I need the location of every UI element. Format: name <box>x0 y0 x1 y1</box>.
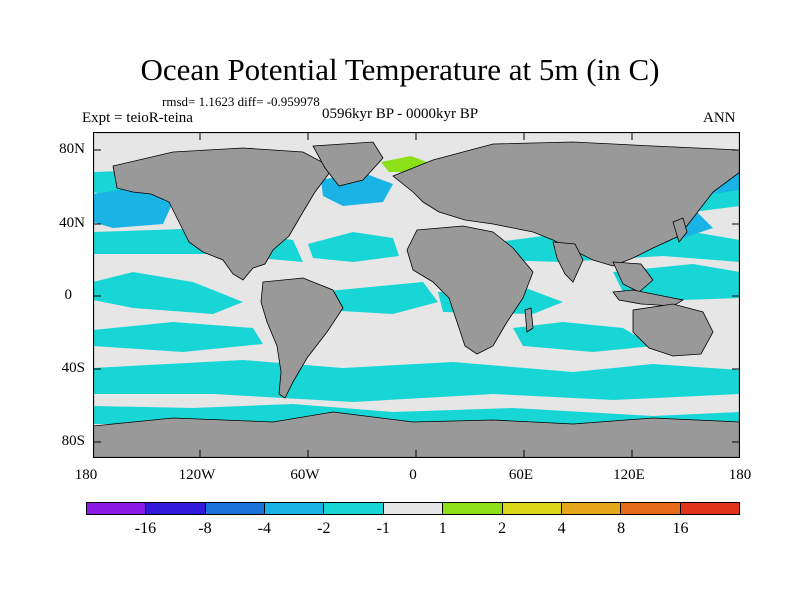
greenland <box>312 141 384 187</box>
japan <box>672 217 688 243</box>
colorbar-label: -4 <box>257 520 272 537</box>
colorbar-swatch <box>146 503 206 514</box>
x-tick-label: 120W <box>178 467 216 483</box>
south-america <box>260 277 344 399</box>
colorbar <box>86 502 740 515</box>
colorbar-label: 1 <box>438 520 447 537</box>
colorbar-label: -8 <box>198 520 212 537</box>
colorbar-label: 16 <box>672 520 689 537</box>
australia <box>632 303 714 357</box>
stats-line: rmsd= 1.1623 diff= -0.959978 <box>162 94 320 109</box>
y-tick-label: 80N <box>59 141 85 157</box>
antarctica <box>93 411 740 458</box>
colorbar-swatch <box>205 503 266 514</box>
indonesia <box>612 289 685 307</box>
axis-ticks <box>93 132 740 458</box>
india <box>552 241 584 283</box>
y-tick-label: 0 <box>64 287 73 303</box>
x-tick-label: 60E <box>508 467 534 483</box>
y-tick-label: 80S <box>61 433 85 449</box>
season-label: ANN <box>703 110 736 126</box>
colorbar-swatch <box>383 503 444 514</box>
colorbar-swatch <box>680 503 739 514</box>
colorbar-label: 8 <box>617 520 626 537</box>
plot-title: Ocean Potential Temperature at 5m (in C) <box>140 52 660 87</box>
africa <box>406 225 534 355</box>
colorbar-label: 2 <box>498 520 507 537</box>
madagascar <box>524 307 534 333</box>
colorbar-swatch <box>561 503 622 514</box>
eurasia <box>392 141 740 267</box>
colorbar-swatch <box>87 503 147 514</box>
x-tick-label: 120E <box>613 467 645 483</box>
x-tick-label: 180 <box>74 467 98 483</box>
x-tick-label: 180 <box>728 467 752 483</box>
period-label: 0596kyr BP - 0000kyr BP <box>322 106 479 122</box>
colorbar-swatch <box>324 503 384 514</box>
y-tick-label: 40N <box>59 215 85 231</box>
colorbar-swatch <box>621 503 681 514</box>
colorbar-label: -2 <box>317 520 331 537</box>
colorbar-swatch <box>265 503 325 514</box>
north-america <box>112 147 334 281</box>
colorbar-swatch <box>502 503 562 514</box>
colorbar-label: -16 <box>134 520 157 537</box>
y-tick-label: 40S <box>61 360 85 376</box>
colorbar-label: -1 <box>376 520 390 537</box>
x-tick-label: 0 <box>409 467 417 483</box>
experiment-label: Expt = teioR-teina <box>82 110 193 126</box>
southeast-asia <box>612 261 654 293</box>
colorbar-label: 4 <box>557 520 566 537</box>
world-map <box>93 132 740 458</box>
x-tick-label: 60W <box>290 467 320 483</box>
colorbar-swatch <box>443 503 503 514</box>
land-masses <box>93 141 740 458</box>
